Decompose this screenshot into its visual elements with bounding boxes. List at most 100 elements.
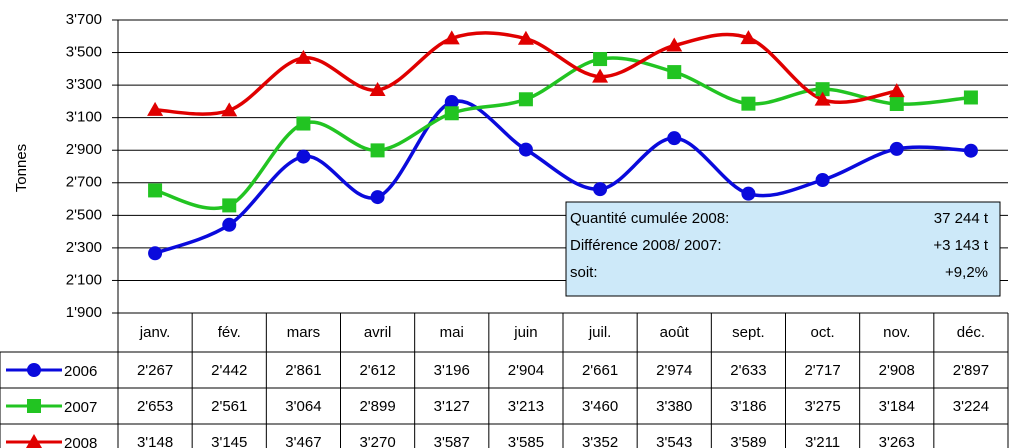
- marker: [369, 81, 386, 96]
- marker: [666, 37, 683, 52]
- marker: [296, 149, 311, 164]
- x-tick-label: sept.: [732, 324, 765, 341]
- table-cell: 3'275: [804, 398, 840, 415]
- marker: [592, 68, 609, 83]
- info-label: Différence 2008/ 2007:: [570, 237, 722, 254]
- table-cell: 3'270: [359, 434, 395, 448]
- y-tick-label: 3'700: [66, 11, 102, 28]
- table-cell: 3'585: [508, 434, 544, 448]
- x-tick-label: janv.: [139, 324, 171, 341]
- marker: [593, 182, 608, 197]
- y-tick-label: 1'900: [66, 304, 102, 321]
- marker: [27, 363, 41, 377]
- table-cell: 2'561: [211, 398, 247, 415]
- table-cell: 2'861: [285, 362, 321, 379]
- marker: [814, 91, 831, 106]
- table-cell: 2'897: [953, 362, 989, 379]
- marker: [27, 399, 41, 413]
- info-box: [565, 201, 1001, 297]
- table-cell: 3'263: [879, 434, 915, 448]
- table-cell: 3'145: [211, 434, 247, 448]
- marker: [888, 83, 905, 98]
- table-cell: 3'352: [582, 434, 618, 448]
- x-tick-label: mai: [440, 324, 464, 341]
- info-value: 37 244 t: [934, 210, 989, 227]
- table-cell: 2'717: [804, 362, 840, 379]
- marker: [26, 434, 42, 448]
- marker: [222, 198, 237, 213]
- marker: [667, 131, 682, 146]
- marker: [518, 142, 533, 157]
- table-cell: 2'908: [879, 362, 915, 379]
- y-tick-label: 3'300: [66, 76, 102, 93]
- table-cell: 3'467: [285, 434, 321, 448]
- x-tick-label: mars: [287, 324, 320, 341]
- table-cell: 2'974: [656, 362, 692, 379]
- table-cell: 2'633: [730, 362, 766, 379]
- y-tick-label: 3'100: [66, 109, 102, 126]
- table-cell: 3'224: [953, 398, 989, 415]
- marker: [815, 82, 830, 97]
- marker: [963, 90, 978, 105]
- marker: [518, 92, 533, 107]
- table-cell: 3'587: [434, 434, 470, 448]
- table-cell: 3'213: [508, 398, 544, 415]
- legend-label: 2007: [64, 399, 97, 416]
- marker: [370, 190, 385, 205]
- y-tick-label: 2'100: [66, 271, 102, 288]
- marker: [667, 65, 682, 80]
- table-cell: 2'661: [582, 362, 618, 379]
- table-cell: 3'380: [656, 398, 692, 415]
- y-tick-label: 3'500: [66, 44, 102, 61]
- table-cell: 3'543: [656, 434, 692, 448]
- table-cell: 2'899: [359, 398, 395, 415]
- series-line: [154, 56, 972, 211]
- marker: [296, 116, 311, 131]
- x-tick-label: juil.: [588, 324, 612, 341]
- info-label: soit:: [570, 264, 598, 281]
- marker: [221, 102, 238, 117]
- marker: [222, 217, 237, 232]
- marker: [444, 106, 459, 121]
- marker: [295, 49, 312, 64]
- table-cell: 2'612: [359, 362, 395, 379]
- x-tick-label: nov.: [883, 324, 910, 341]
- marker: [741, 186, 756, 201]
- info-label: Quantité cumulée 2008:: [570, 210, 729, 227]
- table-cell: 2'442: [211, 362, 247, 379]
- table-cell: 3'186: [730, 398, 766, 415]
- table-cell: 2'267: [137, 362, 173, 379]
- y-tick-label: 2'700: [66, 174, 102, 191]
- x-tick-label: août: [660, 324, 690, 341]
- table-cell: 3'064: [285, 398, 321, 415]
- y-tick-label: 2'900: [66, 141, 102, 158]
- marker: [740, 30, 757, 45]
- marker: [889, 141, 904, 156]
- y-tick-label: 2'500: [66, 206, 102, 223]
- table-cell: 3'589: [730, 434, 766, 448]
- marker: [443, 30, 460, 45]
- x-tick-label: fév.: [218, 324, 241, 341]
- x-tick-label: avril: [364, 324, 392, 341]
- marker: [147, 101, 164, 116]
- x-tick-label: déc.: [957, 324, 985, 341]
- table-cell: 3'211: [805, 434, 840, 448]
- table-cell: 3'127: [434, 398, 470, 415]
- table-cell: 3'460: [582, 398, 618, 415]
- table-cell: 2'653: [137, 398, 173, 415]
- marker: [741, 96, 756, 111]
- marker: [444, 95, 459, 110]
- table-cell: 3'196: [434, 362, 470, 379]
- table-cell: 3'148: [137, 434, 173, 448]
- x-tick-label: oct.: [810, 324, 834, 341]
- legend-label: 2006: [64, 363, 97, 380]
- marker: [815, 173, 830, 188]
- table-cell: 2'904: [508, 362, 544, 379]
- marker: [517, 30, 534, 45]
- y-axis-label: Tonnes: [13, 144, 30, 192]
- y-tick-label: 2'300: [66, 239, 102, 256]
- marker: [148, 183, 163, 198]
- marker: [889, 96, 904, 111]
- info-value: +9,2%: [945, 264, 988, 281]
- legend-label: 2008: [64, 435, 97, 448]
